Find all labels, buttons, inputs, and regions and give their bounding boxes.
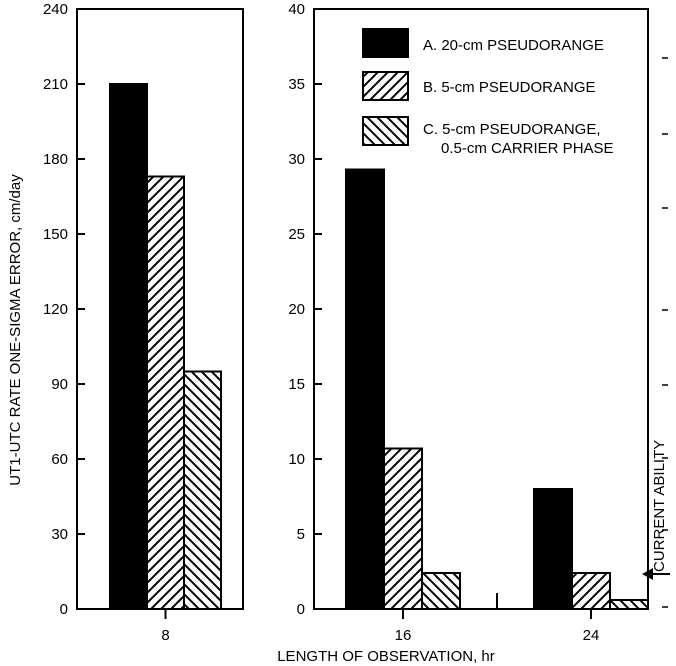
x-tick-label: 16 — [395, 627, 412, 644]
legend-label-b: B. 5-cm PSEUDORANGE — [423, 79, 596, 96]
y-tick-label: 35 — [288, 76, 305, 93]
x-tick-label: 8 — [161, 627, 169, 644]
x-tick-labels: 8 16 24 — [161, 609, 599, 644]
bars — [109, 83, 649, 610]
y-tick-label: 30 — [288, 151, 305, 168]
y-tick-label: 0 — [297, 601, 305, 618]
y-axis-title: UT1-UTC RATE ONE-SIGMA ERROR, cm/day — [7, 174, 24, 486]
y-tick-label: 90 — [51, 376, 68, 393]
y-tick-label: 20 — [288, 301, 305, 318]
bar-series-b-8 — [146, 175, 185, 610]
legend-label-a: A. 20-cm PSEUDORANGE — [423, 37, 604, 54]
legend: A. 20-cm PSEUDORANGE B. 5-cm PSEUDORANGE… — [362, 28, 614, 157]
current-ability-annotation: CURRENT ABILITY — [642, 440, 670, 580]
x-tick-label: 24 — [583, 627, 600, 644]
legend-swatch-c — [362, 116, 409, 146]
y-tick-label: 60 — [51, 451, 68, 468]
arrow-left-icon — [642, 568, 653, 580]
y-tick-label: 180 — [43, 151, 68, 168]
legend-label-c-line2: 0.5-cm CARRIER PHASE — [441, 140, 614, 157]
y-tick-label: 10 — [288, 451, 305, 468]
bar-series-b-16 — [383, 447, 423, 610]
bar-series-b-24 — [571, 572, 611, 610]
y-tick-label: 40 — [288, 1, 305, 18]
y-tick-label: 150 — [43, 226, 68, 243]
bar-series-a-24 — [533, 488, 573, 610]
y-tick-label: 15 — [288, 376, 305, 393]
bar-series-c-8 — [183, 370, 222, 610]
x-axis-title: LENGTH OF OBSERVATION, hr — [277, 648, 495, 665]
y-tick-label: 210 — [43, 76, 68, 93]
legend-swatch-a — [362, 28, 409, 58]
legend-label-c-line1: C. 5-cm PSEUDORANGE, — [423, 121, 601, 138]
y-tick-label: 30 — [51, 526, 68, 543]
y-tick-label: 5 — [297, 526, 305, 543]
y-tick-label: 0 — [60, 601, 68, 618]
bar-series-c-16 — [421, 572, 461, 610]
y-tick-label: 120 — [43, 301, 68, 318]
y-tick-label: 240 — [43, 1, 68, 18]
legend-swatch-b — [362, 71, 409, 101]
right-y-axis: 0 5 10 15 20 25 30 35 40 — [288, 1, 322, 618]
current-ability-label: CURRENT ABILITY — [651, 440, 668, 572]
bar-series-a-16 — [345, 168, 385, 610]
bar-series-a-8 — [109, 83, 148, 610]
right-edge-ticks — [662, 57, 668, 608]
bar-series-c-24 — [609, 599, 649, 610]
left-y-axis: 0 30 60 90 120 150 180 210 240 — [43, 1, 85, 618]
y-tick-label: 25 — [288, 226, 305, 243]
